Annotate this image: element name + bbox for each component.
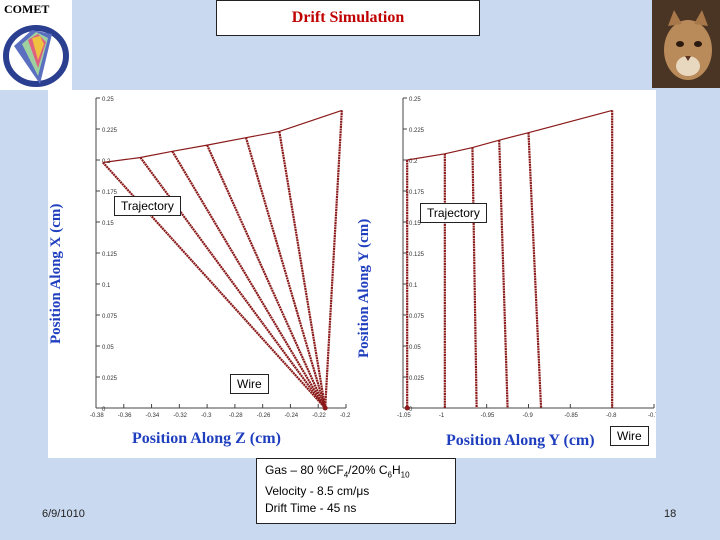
cougar-icon xyxy=(652,0,720,88)
slide-date: 6/9/1010 xyxy=(42,508,85,520)
plot1-y-tick-label: 0.25 xyxy=(409,97,421,103)
right-wire-callout: Wire xyxy=(610,426,649,446)
plot0-y-tick-label: 0.075 xyxy=(102,314,118,320)
right-trajectory-callout: Trajectory xyxy=(420,203,487,223)
plot1-trajectory-2 xyxy=(471,147,478,409)
left-trajectory-callout: Trajectory xyxy=(114,196,181,216)
left-plot-xlabel: Position Along Z (cm) xyxy=(132,430,281,447)
logo-text: COMET xyxy=(4,2,50,16)
plot0-start-line xyxy=(102,109,343,164)
plot1-y-tick-label: 0.05 xyxy=(409,345,421,351)
plot1-y-tick-label: 0.15 xyxy=(409,221,421,227)
plot0-x-tick-label: -0.22 xyxy=(312,413,326,419)
plot1-y-tick-label: 0.225 xyxy=(409,128,425,134)
plot0-x-tick-label: -0.24 xyxy=(284,413,298,419)
plot0-y-tick-label: 0.225 xyxy=(102,128,118,134)
plot1-x-tick-label: -0.9 xyxy=(523,413,534,419)
plot0-y-tick-label: 0.15 xyxy=(102,221,114,227)
plot0-x-tick-label: -0.26 xyxy=(257,413,271,419)
plot0-trajectory-6 xyxy=(324,110,343,409)
plot0-trajectory-3 xyxy=(206,144,327,409)
plot1-x-tick-label: -0.8 xyxy=(606,413,617,419)
gas-mixture-line: Gas – 80 %CF4/20% C6H10 xyxy=(265,463,410,480)
plot0-y-tick-label: 0.025 xyxy=(102,376,118,382)
plot0-x-tick-label: -0.38 xyxy=(90,413,104,419)
plot1-x-tick-label: -1.05 xyxy=(397,413,411,419)
plot1-start-line xyxy=(407,109,613,161)
simulation-parameters-box: Gas – 80 %CF4/20% C6H10 Velocity - 8.5 c… xyxy=(256,458,456,524)
velocity-line: Velocity - 8.5 cm/μs xyxy=(265,484,370,499)
right-plot-xlabel: Position Along Y (cm) xyxy=(446,432,595,449)
plot0-x-tick-label: -0.28 xyxy=(229,413,243,419)
plot0-trajectory-1 xyxy=(139,156,327,409)
plot0-y-tick-label: 0.125 xyxy=(102,252,118,258)
plot0-x-tick-label: -0.32 xyxy=(173,413,187,419)
plot1-x-tick-label: -0.95 xyxy=(481,413,495,419)
plot0-x-tick-label: -0.3 xyxy=(201,413,212,419)
comet-logo: COMET xyxy=(0,0,72,90)
plot1-y-tick-label: 0.1 xyxy=(409,283,418,289)
drift-plots-svg: 0 0.025 0.05 0.075 0.1 0.125 0.15 0.175 0.2 0.225… xyxy=(90,97,662,419)
plot1-y-tick-label: 0.125 xyxy=(409,252,425,258)
plot1-wire-marker xyxy=(404,405,410,411)
plot1-trajectory-4 xyxy=(527,132,543,409)
plot1-y-tick-label: 0 xyxy=(409,407,413,413)
plot1-x-tick-label: -0.85 xyxy=(564,413,578,419)
plot0-wire-marker xyxy=(322,405,328,411)
plot0-x-tick-label: -0.2 xyxy=(340,413,351,419)
plot-panel: 0 0.025 0.05 0.075 0.1 0.125 0.15 0.175 0.2 0.225… xyxy=(48,90,662,458)
plot0-x-tick-label: -0.36 xyxy=(118,413,132,419)
plot1-y-tick-label: 0.025 xyxy=(409,376,425,382)
plot0-y-tick-label: 0.25 xyxy=(102,97,114,103)
slide-number: 18 xyxy=(664,508,677,520)
plot0-y-tick-label: 0.175 xyxy=(102,190,118,196)
plot0-y-tick-label: 0.1 xyxy=(102,283,111,289)
right-plot-ylabel: Position Along Y (cm) xyxy=(356,218,372,358)
plot0-x-tick-label: -0.34 xyxy=(146,413,160,419)
left-plot-ylabel: Position Along X (cm) xyxy=(48,203,64,344)
plot0-y-tick-label: 0 xyxy=(102,407,106,413)
plot0-y-tick-label: 0.05 xyxy=(102,345,114,351)
drift-time-line: Drift Time - 45 ns xyxy=(265,501,357,516)
left-wire-callout: Wire xyxy=(230,374,269,394)
slide-title: Drift Simulation xyxy=(216,0,480,36)
plot0-trajectory-4 xyxy=(244,137,327,409)
plot1-x-tick-label: -0.75 xyxy=(648,413,656,419)
plot1-y-tick-label: 0.175 xyxy=(409,190,425,196)
plot1-x-tick-label: -1 xyxy=(439,413,445,419)
comet-logo-icon xyxy=(3,25,69,87)
plot0-trajectory-2 xyxy=(171,150,327,409)
plot1-y-tick-label: 0.075 xyxy=(409,314,425,320)
cougar-mascot-image xyxy=(652,0,720,88)
plot1-trajectory-3 xyxy=(498,140,509,409)
plot1-y-tick-label: 0.2 xyxy=(409,159,418,165)
